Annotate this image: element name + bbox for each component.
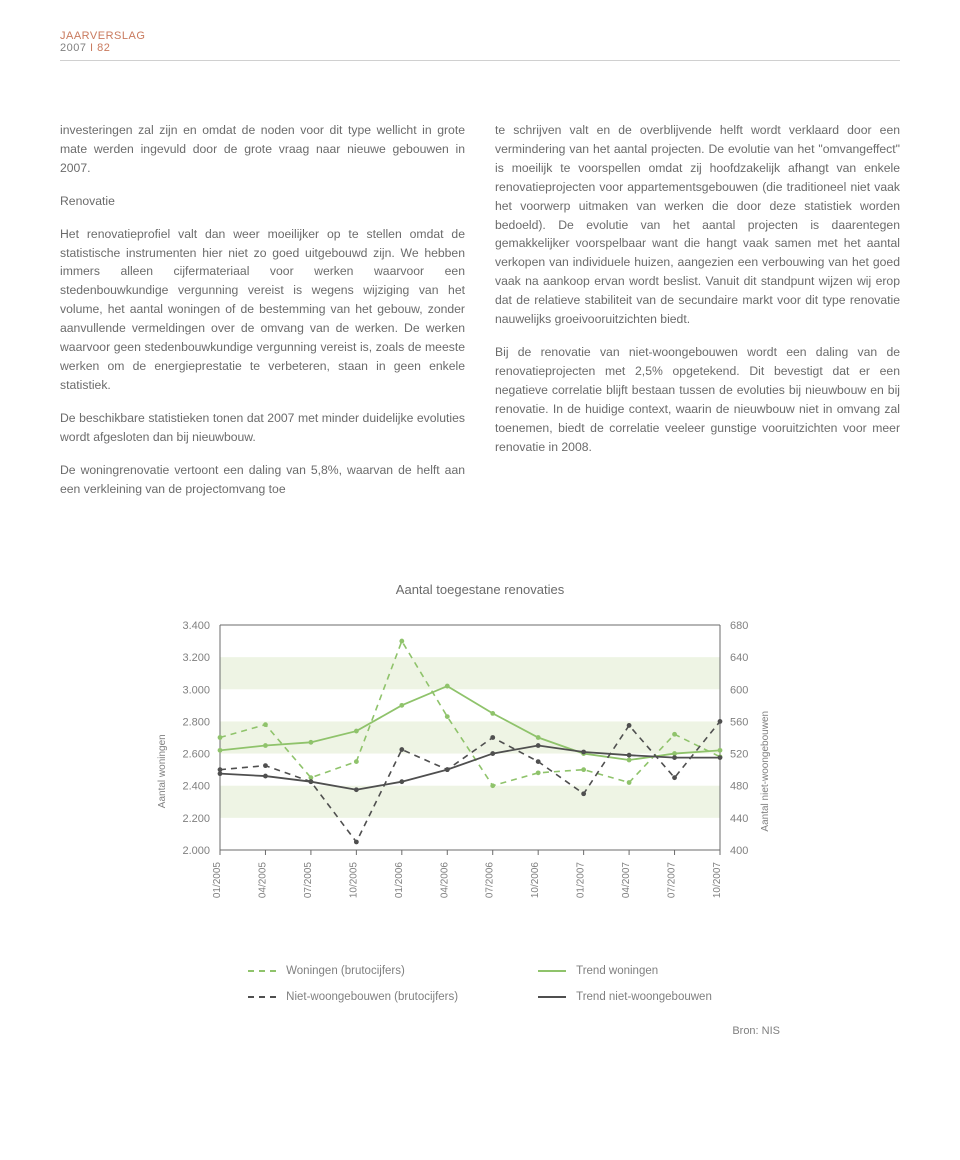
svg-text:640: 640 <box>730 653 748 665</box>
legend-label: Niet-woongebouwen (brutocijfers) <box>286 991 458 1003</box>
column-left: investeringen zal zijn en omdat de noden… <box>60 121 465 512</box>
svg-text:01/2006: 01/2006 <box>394 862 405 899</box>
legend-col-right: Trend woningen Trend niet-woongebouwen <box>538 965 712 1003</box>
svg-text:3.000: 3.000 <box>182 685 210 697</box>
para-left-4: De woningrenovatie vertoont een daling v… <box>60 461 465 499</box>
svg-text:400: 400 <box>730 845 748 857</box>
svg-text:560: 560 <box>730 717 748 729</box>
legend-line-icon <box>538 996 566 998</box>
svg-text:2.200: 2.200 <box>182 813 210 825</box>
svg-text:04/2005: 04/2005 <box>257 862 268 899</box>
svg-text:440: 440 <box>730 813 748 825</box>
svg-text:2.600: 2.600 <box>182 749 210 761</box>
legend-line-icon <box>248 996 276 998</box>
header-page-number: 82 <box>97 42 110 54</box>
svg-text:04/2007: 04/2007 <box>621 862 632 899</box>
chart-container: Aantal toegestane renovaties 3.4003.2003… <box>60 582 900 1037</box>
header-separator: I <box>90 42 94 54</box>
legend-col-left: Woningen (brutocijfers) Niet-woongebouwe… <box>248 965 458 1003</box>
header-report-title: JAARVERSLAG <box>60 30 900 42</box>
chart-title: Aantal toegestane renovaties <box>60 582 900 597</box>
legend-woningen-bruto: Woningen (brutocijfers) <box>248 965 458 977</box>
legend-label: Trend woningen <box>576 965 658 977</box>
svg-text:01/2005: 01/2005 <box>212 862 223 899</box>
column-right: te schrijven valt en de overblijvende he… <box>495 121 900 512</box>
svg-text:680: 680 <box>730 620 748 632</box>
page: JAARVERSLAG 2007 I 82 investeringen zal … <box>0 0 960 1077</box>
legend-label: Trend niet-woongebouwen <box>576 991 712 1003</box>
svg-text:3.200: 3.200 <box>182 653 210 665</box>
header-year-page: 2007 I 82 <box>60 42 900 61</box>
svg-text:2.000: 2.000 <box>182 845 210 857</box>
svg-text:07/2007: 07/2007 <box>667 862 678 899</box>
renovaties-chart: 3.400 3.200 3.000 2.800 2.600 2.400 2.200 2.000… <box>90 615 870 935</box>
svg-text:10/2007: 10/2007 <box>712 862 723 899</box>
header-year: 2007 <box>60 42 86 54</box>
svg-text:10/2005: 10/2005 <box>348 862 359 899</box>
svg-text:01/2007: 01/2007 <box>576 862 587 899</box>
svg-text:2.400: 2.400 <box>182 781 210 793</box>
para-right-1: te schrijven valt en de overblijvende he… <box>495 121 900 329</box>
svg-text:Aantal woningen: Aantal woningen <box>157 735 168 809</box>
legend-line-icon <box>248 970 276 972</box>
svg-text:3.400: 3.400 <box>182 620 210 632</box>
svg-text:07/2005: 07/2005 <box>303 862 314 899</box>
svg-text:2.800: 2.800 <box>182 717 210 729</box>
legend-line-icon <box>538 970 566 972</box>
svg-text:10/2006: 10/2006 <box>530 862 541 899</box>
svg-text:07/2006: 07/2006 <box>485 862 496 899</box>
para-left-2: Het renovatieprofiel valt dan weer moeil… <box>60 225 465 395</box>
svg-text:480: 480 <box>730 781 748 793</box>
svg-text:Aantal niet-woongebouwen: Aantal niet-woongebouwen <box>760 711 771 832</box>
svg-text:04/2006: 04/2006 <box>439 862 450 899</box>
svg-text:520: 520 <box>730 749 748 761</box>
legend-trend-niet: Trend niet-woongebouwen <box>538 991 712 1003</box>
chart-source: Bron: NIS <box>60 1025 900 1037</box>
para-right-2: Bij de renovatie van niet-woongebouwen w… <box>495 343 900 456</box>
legend-label: Woningen (brutocijfers) <box>286 965 405 977</box>
legend-niet-bruto: Niet-woongebouwen (brutocijfers) <box>248 991 458 1003</box>
svg-text:600: 600 <box>730 685 748 697</box>
para-left-1: investeringen zal zijn en omdat de noden… <box>60 121 465 178</box>
text-columns: investeringen zal zijn en omdat de noden… <box>60 121 900 512</box>
section-heading-renovatie: Renovatie <box>60 192 465 211</box>
legend-trend-woningen: Trend woningen <box>538 965 712 977</box>
para-left-3: De beschikbare statistieken tonen dat 20… <box>60 409 465 447</box>
legend: Woningen (brutocijfers) Niet-woongebouwe… <box>60 965 900 1003</box>
